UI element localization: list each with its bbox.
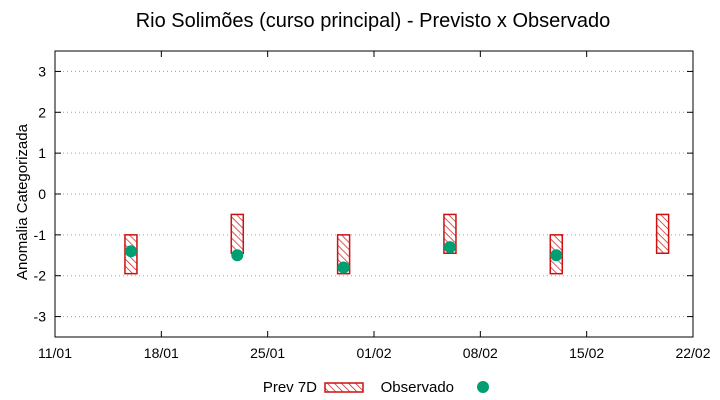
y-tick-label: 2 [38, 104, 46, 120]
x-tick-label: 25/01 [250, 345, 285, 361]
y-tick-label: -2 [34, 268, 47, 284]
observed-point [443, 241, 456, 254]
y-tick-label: 3 [38, 63, 46, 79]
observed-point [124, 245, 137, 258]
y-tick-label: 1 [38, 145, 46, 161]
y-ticks: 3 2 1 0 -1 -2 -3 [34, 63, 693, 325]
y-axis-label: Anomalia Categorizada [14, 123, 31, 280]
legend: Prev 7D Observado [263, 379, 489, 396]
y-tick-label: -1 [34, 227, 47, 243]
observed-point [550, 249, 563, 262]
x-tick-label: 11/01 [38, 345, 72, 361]
legend-swatch-observado [477, 381, 489, 393]
forecast-interval [230, 213, 245, 254]
observed-point [337, 261, 350, 274]
x-tick-label: 15/02 [569, 345, 604, 361]
legend-swatch-prev [324, 382, 364, 393]
observed-point [231, 249, 244, 262]
legend-label-prev: Prev 7D [263, 379, 317, 396]
x-tick-label: 01/02 [356, 345, 391, 361]
forecast-interval [655, 213, 670, 254]
data-marks [124, 213, 670, 275]
chart-title: Rio Solimões (curso principal) - Previst… [136, 10, 611, 32]
grid [55, 70, 693, 318]
x-tick-label: 18/01 [144, 345, 179, 361]
x-ticks: 11/01 18/01 25/01 01/02 08/02 15/02 22/02 [38, 51, 711, 361]
x-tick-label: 22/02 [675, 345, 710, 361]
plot-frame [54, 50, 694, 338]
legend-label-observado: Observado [381, 379, 454, 396]
y-tick-label: -3 [34, 309, 47, 325]
y-tick-label: 0 [38, 186, 46, 202]
x-tick-label: 08/02 [463, 345, 498, 361]
